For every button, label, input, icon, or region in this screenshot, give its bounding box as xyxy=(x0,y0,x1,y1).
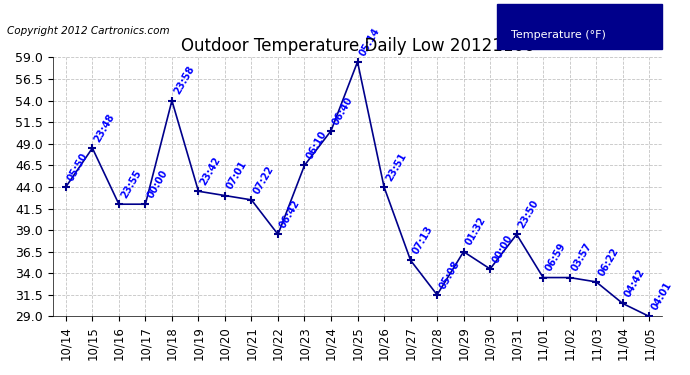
Text: 07:22: 07:22 xyxy=(251,164,275,196)
Text: 05:50: 05:50 xyxy=(66,151,90,183)
Text: 04:01: 04:01 xyxy=(649,280,673,312)
Text: 07:13: 07:13 xyxy=(411,224,435,256)
Title: Outdoor Temperature Daily Low 20121106: Outdoor Temperature Daily Low 20121106 xyxy=(181,36,534,54)
Text: 23:42: 23:42 xyxy=(199,155,223,187)
Text: 23:55: 23:55 xyxy=(119,168,143,200)
Text: 23:58: 23:58 xyxy=(172,64,196,96)
Text: 23:48: 23:48 xyxy=(92,112,117,144)
Text: 00:00: 00:00 xyxy=(490,233,514,265)
Text: 00:00: 00:00 xyxy=(146,168,170,200)
Text: 01:32: 01:32 xyxy=(464,216,488,248)
Text: 06:40: 06:40 xyxy=(331,95,355,127)
Text: 05:08: 05:08 xyxy=(437,259,462,291)
Text: 07:01: 07:01 xyxy=(225,159,249,191)
Text: 06:42: 06:42 xyxy=(278,198,302,230)
Text: Temperature (°F): Temperature (°F) xyxy=(511,30,605,39)
Text: Copyright 2012 Cartronics.com: Copyright 2012 Cartronics.com xyxy=(7,26,170,36)
Text: 04:42: 04:42 xyxy=(622,267,647,299)
Text: 23:50: 23:50 xyxy=(517,198,541,230)
Text: 06:59: 06:59 xyxy=(543,242,567,273)
Text: 05:14: 05:14 xyxy=(357,26,382,58)
Text: 06:10: 06:10 xyxy=(304,129,328,161)
Text: 23:51: 23:51 xyxy=(384,151,408,183)
Text: 03:57: 03:57 xyxy=(570,242,594,273)
Text: 06:22: 06:22 xyxy=(596,246,620,278)
